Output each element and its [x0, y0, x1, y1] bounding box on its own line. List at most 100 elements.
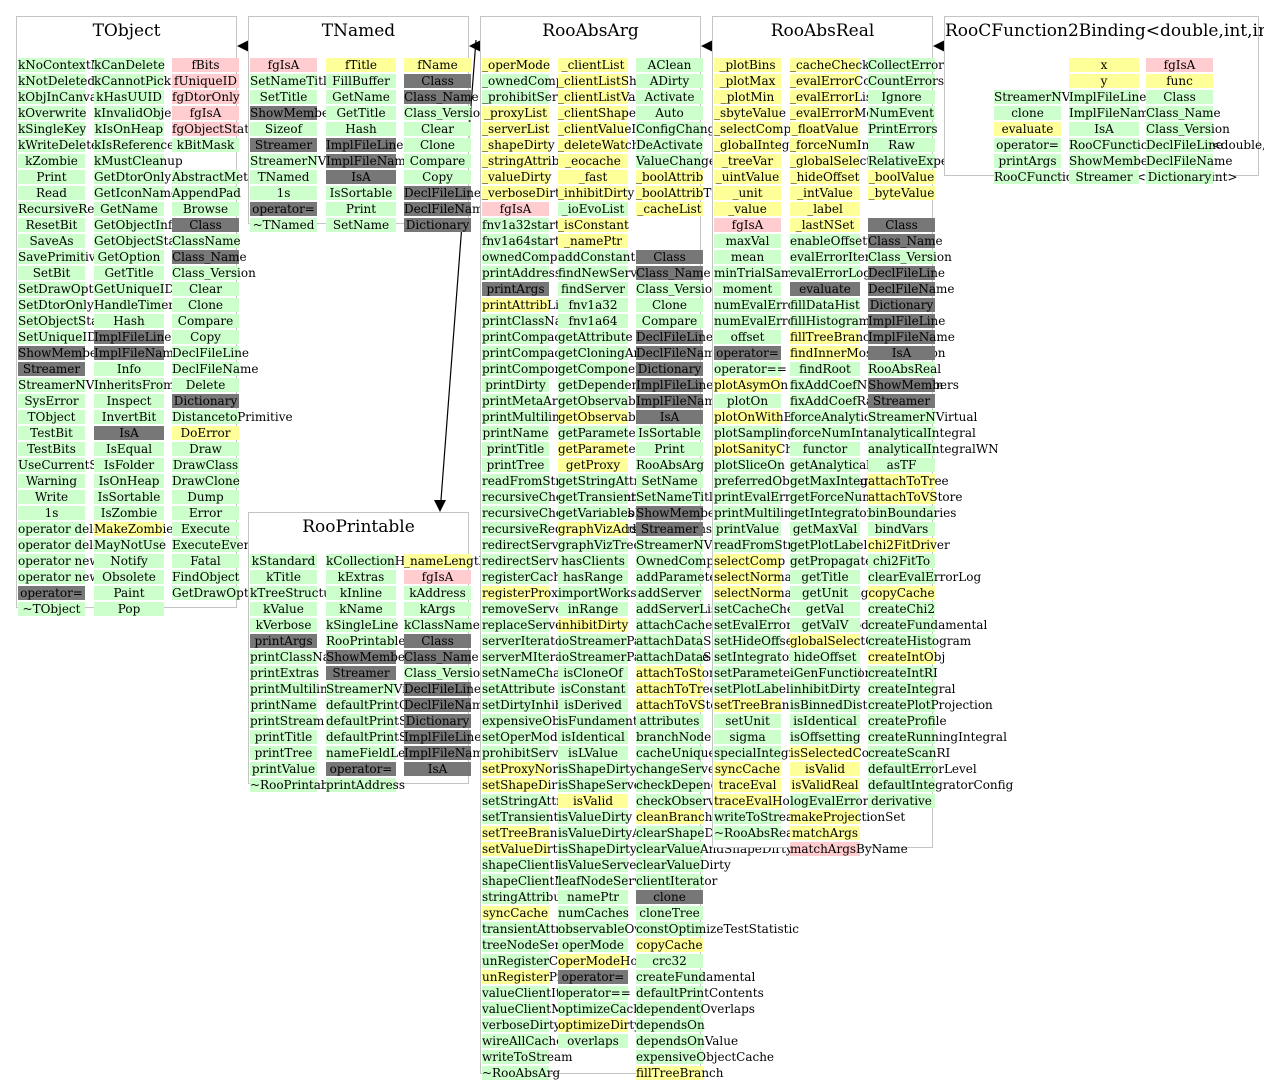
member-implfileline: ImplFileLine [326, 138, 404, 152]
member-streamernvirtual: StreamerNVirtual [636, 538, 746, 552]
member-isvalid: isValid [558, 794, 628, 808]
member-isoffsetting: isOffsetting [790, 730, 861, 744]
member-setattribute: setAttribute [482, 682, 556, 696]
member-clientlist: _clientList [558, 58, 628, 72]
member-class: Class [172, 218, 239, 232]
member-lastnset: _lastNSet [790, 218, 860, 232]
member-relativeexpected: RelativeExpected [868, 154, 975, 168]
member-igenfunction: iGenFunction [790, 666, 873, 680]
member-dependson: dependsOn [636, 1018, 705, 1032]
member-findroot: findRoot [790, 362, 860, 376]
member-forcenumint: forceNumInt [790, 426, 869, 440]
member-1s: 1s [18, 506, 85, 520]
member-enableoffsetting: enableOffsetting [790, 234, 892, 248]
member-valuedirty: _valueDirty [482, 170, 552, 184]
member-handletimer: HandleTimer [94, 298, 175, 312]
member-clone: Clone [636, 298, 703, 312]
member-delete: Delete [172, 378, 239, 392]
member-numcaches: numCaches [558, 906, 629, 920]
member-redirectservers: redirectServers [482, 538, 578, 552]
member-namelength: _nameLength [404, 554, 487, 568]
member-preferredobservablescanorder: preferredObservableScanOrder [714, 474, 907, 488]
member-printtree: printTree [482, 458, 549, 472]
member-setname: SetName [636, 474, 703, 488]
member-kisonheap: kIsOnHeap [94, 122, 164, 136]
member-getstringattribute: getStringAttribute [558, 474, 671, 488]
member-x: x [1069, 58, 1139, 72]
member-class: Class [868, 218, 935, 232]
member-operator: operator== [714, 362, 787, 376]
member-printmultiline: printMultiline [482, 410, 567, 424]
member-copy: Copy [172, 330, 239, 344]
member-getoption: GetOption [94, 250, 164, 264]
member-kmustcleanup: kMustCleanup [94, 154, 183, 168]
member-traceevalhook: traceEvalHook [714, 794, 805, 808]
member-adirty: ADirty [636, 74, 703, 88]
member-setdrawoption: SetDrawOption [18, 282, 113, 296]
member-deactivate: DeActivate [636, 138, 703, 152]
member-declfilename: DeclFileName [404, 202, 491, 216]
member-prohibitserverredirect: prohibitServerRedirect [482, 746, 624, 760]
member-hasclients: hasClients [558, 554, 628, 568]
member-defaulterrorlevel: defaultErrorLevel [868, 762, 977, 776]
member-wireallcaches: wireAllCaches [482, 1034, 570, 1048]
member-gettitle: GetTitle [94, 266, 164, 280]
member-paint: Paint [94, 586, 164, 600]
member-createchi2: createChi2 [868, 602, 936, 616]
member-getobjectstat: GetObjectStat [94, 234, 181, 248]
member-boolattribtransient: _boolAttribTransient [636, 186, 762, 200]
member-evalerrormode: _evalErrorMode [790, 106, 889, 120]
member-streamernvirtual: StreamerNVirtual [250, 154, 360, 168]
member-isbinneddistribution: isBinnedDistribution [790, 698, 916, 712]
member-isa: IsA [404, 762, 471, 776]
class-title-tobject: TObject [92, 21, 161, 41]
member-blank [994, 74, 1061, 88]
member-opermode: operMode [558, 938, 628, 952]
member-executeevent: ExecuteEvent [172, 538, 257, 552]
member-numevalerrors: numEvalErrors [714, 314, 807, 328]
member-functor: functor [790, 442, 860, 456]
member-getmaxval: getMaxVal [790, 522, 860, 536]
member-opermodehook: operModeHook [558, 954, 653, 968]
member-geticonname: GetIconName [94, 186, 179, 200]
member-kname: kName [326, 602, 396, 616]
member-syserror: SysError [18, 394, 85, 408]
member-declfileline: DeclFileLine [172, 346, 250, 360]
member-isshapeserver: isShapeServer [558, 778, 647, 792]
member-sethideoffset: setHideOffset [714, 634, 798, 648]
member-operator-delete: operator delete [18, 522, 113, 536]
member-setstringattribute: setStringAttribute [482, 794, 594, 808]
member-verbosedirty: verboseDirty [482, 1018, 561, 1032]
member-implfilename: ImplFileName [868, 330, 955, 344]
member-settitle: SetTitle [250, 90, 317, 104]
member-copy: Copy [404, 170, 471, 184]
member-plotmin: _plotMin [714, 90, 781, 104]
member-findserver: findServer [558, 282, 628, 296]
member-selectcomp: selectComp [714, 554, 786, 568]
member-class-version: Class_Version [172, 266, 256, 280]
member-moment: moment [714, 282, 781, 296]
member-issortable: IsSortable [636, 426, 703, 440]
member-dependentoverlaps: dependentOverlaps [636, 1002, 755, 1016]
member-dictionary: Dictionary [636, 362, 703, 376]
member-namefieldlength: nameFieldLength [326, 746, 434, 760]
member-fnv1a64: fnv1a64 [558, 314, 628, 328]
member-saveprimitive: SavePrimitive [18, 250, 103, 264]
member-class-name: Class_Name [1146, 106, 1221, 120]
member-createrunningintegral: createRunningIntegral [868, 730, 1007, 744]
member-printmultiline: printMultiline [714, 506, 799, 520]
class-title-rooprintable: RooPrintable [302, 517, 415, 537]
member-kinvalidobject: kInvalidObject [94, 106, 183, 120]
member-printclassname: printClassName [250, 650, 349, 664]
member-readfromstream: readFromStream [482, 474, 587, 488]
class-box-tnamed: TNamed fgIsA SetNameTitle SetTitle ShowMemb… [248, 16, 491, 232]
member-fgobjectstat: fgObjectStat [172, 122, 250, 136]
member-declfileline: DeclFileLine [404, 186, 482, 200]
member-printaddress: printAddress [482, 266, 561, 280]
member-operator: operator= [250, 202, 317, 216]
member-treenodeserverlist: treeNodeServerList [482, 938, 603, 952]
member-clearvalueandshapedirty: clearValueAndShapeDirty [636, 842, 793, 856]
member-attachcacheuniquesuffix: attachCacheUniqueSuffix [636, 618, 792, 632]
member-getval: getVal [790, 602, 860, 616]
member-mintrialsamples: minTrialSamples [714, 266, 818, 280]
